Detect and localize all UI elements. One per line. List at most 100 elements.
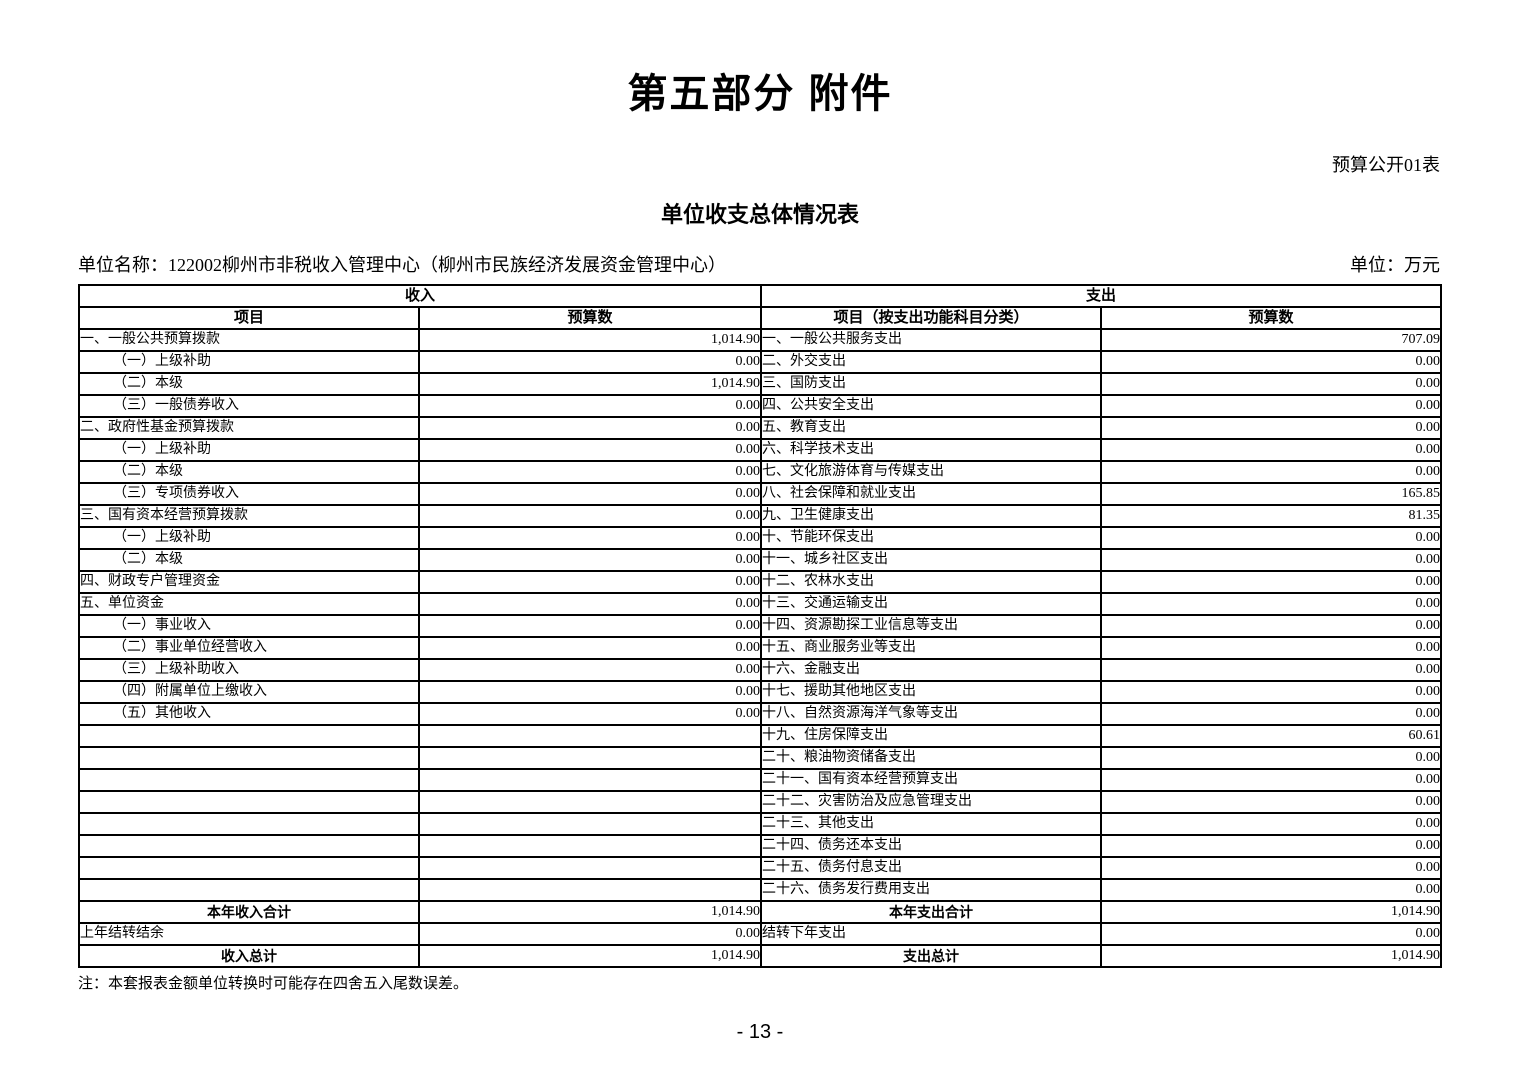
- income-value-cell: 0.00: [417, 592, 763, 616]
- expense-value-cell: 0.00: [1100, 636, 1443, 660]
- expense-item-cell: 十四、资源勘探工业信息等支出: [760, 614, 1103, 638]
- table-row: （三）专项债券收入 0.00 八、社会保障和就业支出 165.85: [78, 482, 1443, 506]
- expense-value-cell: 707.09: [1100, 328, 1443, 352]
- income-item-cell: 本年收入合计: [78, 900, 420, 924]
- budget-table: 收入 支出 项目 预算数 项目（按支出功能科目分类） 预算数 一、一般公共预算拨…: [77, 284, 1443, 968]
- unit-of-measure: 单位：万元: [1350, 255, 1440, 275]
- income-item-cell: （二）本级: [78, 372, 420, 396]
- form-number-label: 预算公开01表: [1332, 155, 1440, 175]
- expense-value-cell: 0.00: [1100, 614, 1443, 638]
- income-value-cell: 0.00: [417, 680, 763, 704]
- income-value-cell: 1,014.90: [417, 328, 763, 352]
- expense-value-cell: 0.00: [1100, 768, 1443, 792]
- income-value-cell: [417, 746, 763, 770]
- income-item-cell: [78, 878, 420, 902]
- table-row: 二十一、国有资本经营预算支出 0.00: [78, 768, 1443, 792]
- expense-item-cell: 十八、自然资源海洋气象等支出: [760, 702, 1103, 726]
- income-item-cell: [78, 724, 420, 748]
- income-value-cell: [417, 834, 763, 858]
- income-value-cell: 1,014.90: [417, 900, 763, 924]
- expense-value-cell: 0.00: [1100, 680, 1443, 704]
- income-item-cell: [78, 812, 420, 836]
- income-item-cell: [78, 834, 420, 858]
- table-row: 十九、住房保障支出 60.61: [78, 724, 1443, 748]
- expense-item-cell: 九、卫生健康支出: [760, 504, 1103, 528]
- table-row: 上年结转结余 0.00 结转下年支出 0.00: [78, 922, 1443, 946]
- expense-item-cell: 本年支出合计: [760, 900, 1103, 924]
- section-title: 第五部分 附件: [627, 72, 893, 116]
- income-value-cell: 0.00: [417, 702, 763, 726]
- expense-value-cell: 0.00: [1100, 570, 1443, 594]
- expense-item-cell: 二十、粮油物资储备支出: [760, 746, 1103, 770]
- table-row: 一、一般公共预算拨款 1,014.90 一、一般公共服务支出 707.09: [78, 328, 1443, 352]
- table-row: 三、国有资本经营预算拨款 0.00 九、卫生健康支出 81.35: [78, 504, 1443, 528]
- expense-value-cell: 0.00: [1100, 658, 1443, 682]
- income-item-cell: 五、单位资金: [78, 592, 420, 616]
- table-row: （一）上级补助 0.00 二、外交支出 0.00: [78, 350, 1443, 374]
- table-meta-row: 单位名称：122002柳州市非税收入管理中心（柳州市民族经济发展资金管理中心） …: [78, 254, 1440, 276]
- table-row: （三）上级补助收入 0.00 十六、金融支出 0.00: [78, 658, 1443, 682]
- income-value-cell: 0.00: [417, 636, 763, 660]
- table-row: 二十、粮油物资储备支出 0.00: [78, 746, 1443, 770]
- expense-item-cell: 支出总计: [760, 944, 1103, 968]
- expense-value-cell: 0.00: [1100, 790, 1443, 814]
- expense-item-cell: 八、社会保障和就业支出: [760, 482, 1103, 506]
- expense-item-cell: 三、国防支出: [760, 372, 1103, 396]
- table-row: 二十四、债务还本支出 0.00: [78, 834, 1443, 858]
- income-item-cell: （二）本级: [78, 548, 420, 572]
- income-item-column-header: 项目: [78, 306, 420, 330]
- income-value-cell: 1,014.90: [417, 944, 763, 968]
- expense-item-cell: 十二、农林水支出: [760, 570, 1103, 594]
- income-item-cell: 收入总计: [78, 944, 420, 968]
- expense-value-cell: 60.61: [1100, 724, 1443, 748]
- expense-value-cell: 0.00: [1100, 372, 1443, 396]
- income-item-cell: [78, 790, 420, 814]
- income-item-cell: 上年结转结余: [78, 922, 420, 946]
- expense-value-cell: 0.00: [1100, 592, 1443, 616]
- expense-value-cell: 0.00: [1100, 416, 1443, 440]
- income-item-cell: （一）上级补助: [78, 438, 420, 462]
- income-item-cell: 二、政府性基金预算拨款: [78, 416, 420, 440]
- income-value-cell: 0.00: [417, 438, 763, 462]
- income-value-cell: [417, 878, 763, 902]
- expense-value-cell: 1,014.90: [1100, 900, 1443, 924]
- income-value-cell: [417, 812, 763, 836]
- expense-item-cell: 四、公共安全支出: [760, 394, 1103, 418]
- income-value-cell: 0.00: [417, 350, 763, 374]
- income-item-cell: （一）上级补助: [78, 526, 420, 550]
- expense-item-column-header: 项目（按支出功能科目分类）: [760, 306, 1103, 330]
- table-row: 二十三、其他支出 0.00: [78, 812, 1443, 836]
- expense-item-cell: 七、文化旅游体育与传媒支出: [760, 460, 1103, 484]
- expense-item-cell: 一、一般公共服务支出: [760, 328, 1103, 352]
- income-section-header: 收入: [77, 284, 763, 308]
- income-item-cell: （三）专项债券收入: [78, 482, 420, 506]
- income-value-cell: 0.00: [417, 482, 763, 506]
- income-value-cell: 0.00: [417, 922, 763, 946]
- income-item-cell: 一、一般公共预算拨款: [78, 328, 420, 352]
- expense-value-cell: 0.00: [1100, 834, 1443, 858]
- table-title: 单位收支总体情况表: [660, 202, 859, 227]
- expense-value-cell: 0.00: [1100, 922, 1443, 946]
- table-row: 本年收入合计 1,014.90 本年支出合计 1,014.90: [78, 900, 1443, 924]
- expense-item-cell: 结转下年支出: [760, 922, 1103, 946]
- expense-item-cell: 二十三、其他支出: [760, 812, 1103, 836]
- expense-item-cell: 二十一、国有资本经营预算支出: [760, 768, 1103, 792]
- expense-item-cell: 六、科学技术支出: [760, 438, 1103, 462]
- expense-item-cell: 五、教育支出: [760, 416, 1103, 440]
- expense-value-cell: 0.00: [1100, 856, 1443, 880]
- income-value-cell: 0.00: [417, 570, 763, 594]
- income-value-cell: 0.00: [417, 658, 763, 682]
- expense-value-cell: 0.00: [1100, 746, 1443, 770]
- unit-name: 单位名称：122002柳州市非税收入管理中心（柳州市民族经济发展资金管理中心）: [78, 255, 726, 275]
- expense-value-cell: 0.00: [1100, 394, 1443, 418]
- income-item-cell: （三）上级补助收入: [78, 658, 420, 682]
- income-item-cell: 四、财政专户管理资金: [78, 570, 420, 594]
- income-value-cell: 0.00: [417, 416, 763, 440]
- expense-item-cell: 二、外交支出: [760, 350, 1103, 374]
- table-row: （二）本级 1,014.90 三、国防支出 0.00: [78, 372, 1443, 396]
- income-item-cell: 三、国有资本经营预算拨款: [78, 504, 420, 528]
- income-item-cell: （二）事业单位经营收入: [78, 636, 420, 660]
- income-value-cell: 1,014.90: [417, 372, 763, 396]
- expense-value-cell: 1,014.90: [1100, 944, 1443, 968]
- expense-value-cell: 0.00: [1100, 526, 1443, 550]
